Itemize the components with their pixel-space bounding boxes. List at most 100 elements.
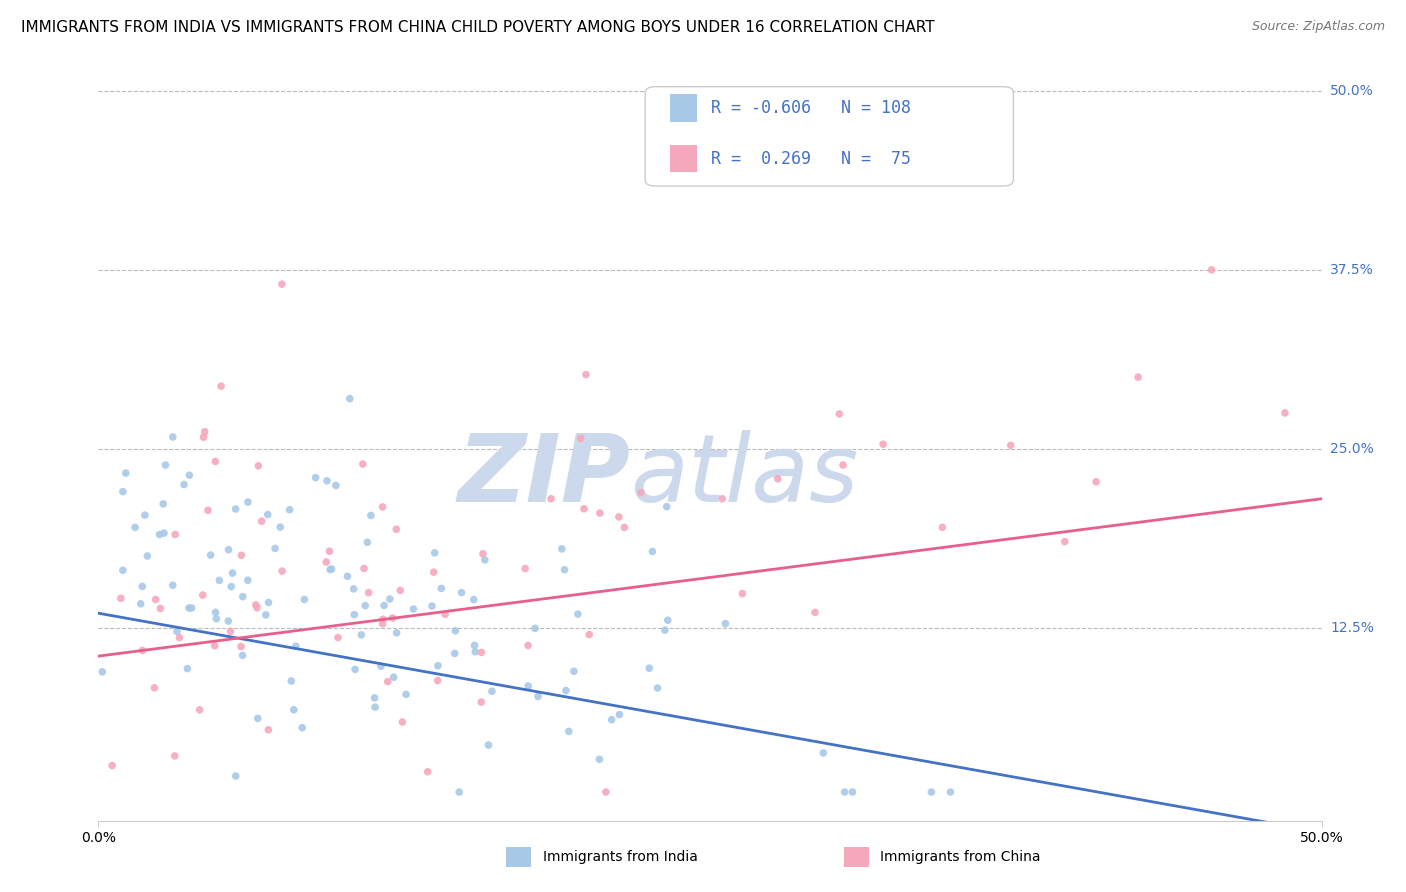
Point — [470, 695, 492, 709]
Point — [110, 591, 132, 606]
Point — [562, 664, 585, 678]
Point — [939, 785, 962, 799]
Point — [1274, 406, 1296, 420]
Text: 50.0%: 50.0% — [1330, 84, 1374, 98]
Point — [336, 569, 359, 583]
Point — [191, 588, 214, 602]
Point — [1085, 475, 1108, 489]
Point — [153, 526, 176, 541]
Point — [208, 574, 231, 588]
Point — [257, 723, 280, 737]
Point — [173, 477, 195, 491]
Point — [221, 566, 243, 580]
Point — [291, 721, 314, 735]
Point — [188, 703, 211, 717]
FancyBboxPatch shape — [645, 87, 1014, 186]
Point — [231, 549, 253, 563]
Point — [165, 527, 187, 541]
Point — [609, 707, 631, 722]
Point — [524, 621, 547, 635]
Point — [463, 592, 485, 607]
Point — [193, 430, 215, 444]
Point — [143, 681, 166, 695]
Point — [180, 601, 202, 615]
Point — [114, 466, 136, 480]
Point — [371, 616, 394, 631]
Point — [326, 631, 349, 645]
Point — [551, 541, 574, 556]
Point — [343, 582, 366, 596]
Point — [352, 457, 374, 471]
Point — [578, 627, 600, 641]
Point — [813, 746, 835, 760]
Point — [804, 606, 827, 620]
Point — [477, 738, 499, 752]
Point — [163, 748, 186, 763]
Text: atlas: atlas — [630, 430, 859, 521]
Point — [450, 585, 472, 599]
Point — [389, 583, 412, 598]
Text: Immigrants from China: Immigrants from China — [880, 850, 1040, 864]
Point — [430, 582, 453, 596]
Point — [179, 468, 201, 483]
Point — [353, 561, 375, 575]
Point — [225, 769, 247, 783]
Point — [316, 474, 339, 488]
Point — [471, 547, 494, 561]
Point — [474, 553, 496, 567]
Point — [364, 700, 387, 714]
Point — [371, 612, 394, 626]
Point — [595, 785, 617, 799]
Point — [283, 703, 305, 717]
Point — [841, 785, 863, 799]
Point — [575, 368, 598, 382]
Point — [569, 431, 592, 445]
Point — [381, 611, 404, 625]
Bar — [669, 95, 696, 121]
Point — [176, 662, 198, 676]
Point — [111, 484, 134, 499]
Point — [872, 437, 894, 451]
Point — [166, 624, 188, 639]
Point — [319, 563, 342, 577]
Point — [209, 379, 232, 393]
Point — [315, 555, 337, 569]
Point — [101, 758, 124, 772]
Text: R = -0.606   N = 108: R = -0.606 N = 108 — [711, 99, 911, 117]
Point — [731, 586, 754, 600]
Point — [572, 501, 595, 516]
Point — [177, 601, 200, 615]
Point — [200, 548, 222, 562]
Point — [377, 674, 399, 689]
Point — [385, 625, 408, 640]
Point — [382, 670, 405, 684]
Point — [129, 597, 152, 611]
Point — [339, 392, 361, 406]
Point — [149, 527, 172, 541]
Point — [416, 764, 439, 779]
Point — [357, 585, 380, 599]
Point — [278, 502, 301, 516]
Point — [256, 508, 278, 522]
Point — [269, 520, 291, 534]
Point — [344, 662, 367, 676]
Point — [766, 472, 789, 486]
Point — [427, 658, 450, 673]
Text: Immigrants from India: Immigrants from India — [543, 850, 697, 864]
Point — [588, 752, 610, 766]
Point — [219, 624, 242, 639]
Point — [558, 724, 581, 739]
Point — [464, 638, 486, 652]
Point — [527, 690, 550, 704]
Text: Source: ZipAtlas.com: Source: ZipAtlas.com — [1251, 20, 1385, 33]
Point — [318, 544, 340, 558]
Point — [134, 508, 156, 522]
Point — [607, 510, 630, 524]
Point — [356, 535, 378, 549]
Point — [247, 458, 270, 473]
Point — [350, 628, 373, 642]
Point — [641, 544, 664, 558]
Point — [264, 541, 287, 556]
Text: ZIP: ZIP — [457, 430, 630, 522]
Point — [197, 503, 219, 517]
